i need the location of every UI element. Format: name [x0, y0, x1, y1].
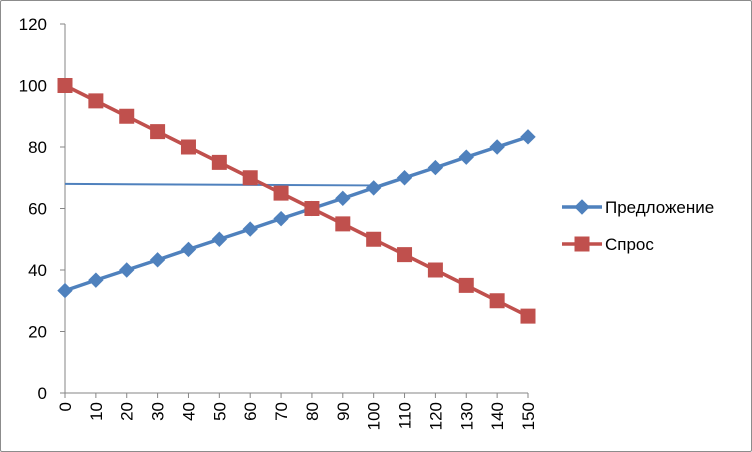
data-point-square	[366, 231, 382, 247]
y-tick-labels: 0 20 40 60 80 100 120	[19, 15, 47, 403]
legend-label: Спрос	[605, 235, 654, 254]
x-tick-label: 70	[272, 402, 291, 421]
data-point-square	[211, 154, 227, 170]
y-tick-label: 40	[28, 261, 47, 280]
data-point-square	[88, 93, 104, 109]
data-point-diamond	[211, 231, 228, 247]
x-tick-label: 50	[210, 402, 229, 421]
y-tick-label: 60	[28, 200, 47, 219]
data-point-diamond	[489, 139, 505, 155]
x-tick-label: 10	[87, 402, 106, 421]
data-point-diamond	[273, 210, 289, 227]
data-point-diamond	[88, 272, 104, 288]
data-point-diamond	[180, 241, 197, 258]
data-point-square	[335, 216, 351, 232]
x-tick-label: 150	[519, 402, 538, 430]
x-tick-label: 110	[396, 402, 415, 429]
data-point-square	[458, 277, 474, 293]
y-tick-label: 20	[28, 323, 47, 342]
x-tick-label: 60	[241, 402, 260, 421]
data-point-square	[180, 139, 196, 155]
x-tick-label: 30	[149, 402, 168, 421]
legend-square-icon	[574, 236, 590, 252]
annotations	[64, 182, 374, 187]
data-point-diamond	[396, 170, 413, 186]
x-tick-label: 100	[365, 402, 384, 430]
series-group	[57, 78, 536, 324]
data-point-square	[520, 308, 536, 324]
data-point-diamond	[335, 190, 351, 207]
legend: Предложение Спрос	[562, 198, 714, 254]
legend-diamond-icon	[574, 199, 590, 215]
data-point-diamond	[149, 252, 166, 268]
x-tick-label: 40	[179, 402, 198, 421]
x-tick-labels: 0 10 20 30 40 50 60 70 80 90 100 110 120 130 140 150	[56, 402, 538, 430]
x-tick-label: 130	[457, 402, 476, 430]
y-tick-label: 80	[28, 138, 47, 157]
data-point-diamond	[458, 149, 474, 165]
data-point-diamond	[119, 262, 135, 278]
data-point-diamond	[242, 221, 258, 237]
data-point-square	[57, 78, 73, 93]
series-2	[57, 78, 536, 324]
annotation-line	[64, 182, 374, 187]
x-tick-label: 140	[488, 402, 507, 430]
data-point-diamond	[520, 129, 536, 145]
series-line	[64, 135, 529, 293]
data-point-square	[273, 185, 289, 201]
data-point-square	[242, 170, 258, 186]
legend-item: Предложение	[562, 198, 714, 217]
data-point-square	[489, 293, 505, 309]
data-point-square	[119, 108, 135, 124]
x-tick-label: 0	[56, 402, 75, 411]
y-tick-label: 120	[19, 15, 47, 34]
data-point-square	[427, 262, 443, 278]
legend-label: Предложение	[605, 198, 714, 217]
data-point-diamond	[427, 159, 444, 176]
data-point-diamond	[365, 180, 382, 196]
y-tick-label: 100	[19, 77, 47, 96]
legend-item: Спрос	[562, 235, 654, 254]
data-point-square	[304, 201, 320, 216]
data-point-diamond	[57, 282, 73, 299]
x-tick-label: 20	[118, 402, 137, 421]
x-tick-label: 90	[334, 402, 353, 421]
axes	[60, 23, 529, 398]
x-tick-label: 80	[303, 402, 322, 421]
x-tick-label: 120	[426, 402, 445, 430]
series-1	[57, 129, 536, 299]
y-tick-label: 0	[38, 384, 47, 403]
series-line	[64, 83, 529, 318]
data-point-square	[150, 124, 166, 140]
data-point-square	[397, 247, 413, 263]
